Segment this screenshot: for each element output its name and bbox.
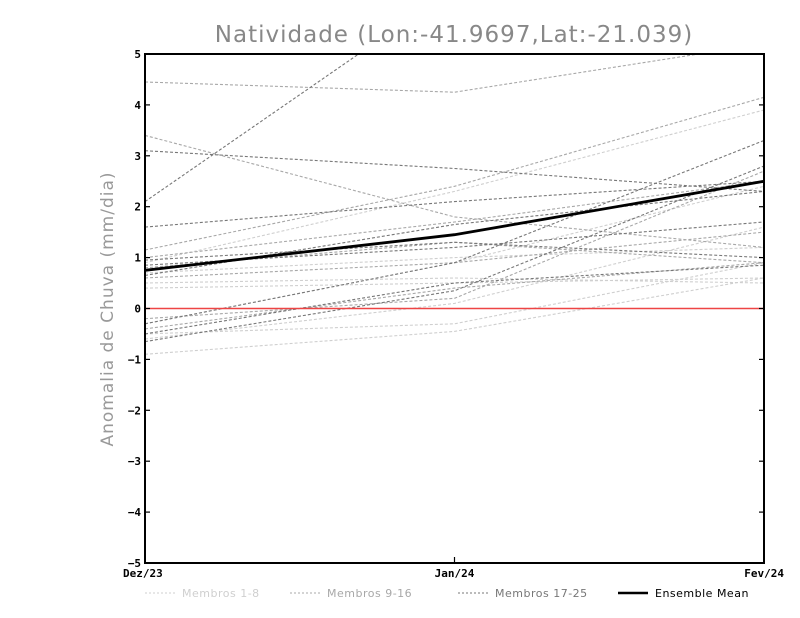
mean-layer <box>145 179 764 272</box>
legend-label-g3: Membros 17-25 <box>495 587 588 600</box>
member-line-20 <box>145 241 764 261</box>
x-tick-label: Jan/24 <box>435 567 475 580</box>
legend-label-g1: Membros 1-8 <box>182 587 260 600</box>
member-line-25 <box>145 190 764 276</box>
y-tick-label: 2 <box>134 201 141 214</box>
member-line-11 <box>145 96 764 251</box>
member-line-21 <box>145 139 764 325</box>
series-layer <box>145 54 764 355</box>
member-line-18 <box>145 150 764 192</box>
y-tick-label: 0 <box>134 303 141 316</box>
y-tick-label: −2 <box>128 404 141 417</box>
member-line-13 <box>145 262 764 330</box>
chart-title: Natividade (Lon:-41.9697,Lat:-21.039) <box>215 22 693 48</box>
member-line-14 <box>145 180 764 259</box>
y-tick-label: −3 <box>128 455 141 468</box>
member-line-19 <box>145 180 764 228</box>
ensemble-mean-line <box>145 179 764 272</box>
y-tick-label: 1 <box>134 252 141 265</box>
member-line-3 <box>145 109 764 264</box>
x-tick-label: Fev/24 <box>744 567 784 580</box>
y-tick-label: 4 <box>134 99 141 112</box>
y-tick-label: 3 <box>134 150 141 163</box>
x-tick-label: Dez/23 <box>123 567 163 580</box>
y-axis-label: Anomalia de Chuva (mm/dia) <box>98 171 118 446</box>
y-tick-label: 5 <box>134 48 141 61</box>
member-line-4 <box>145 277 764 284</box>
legend: Membros 1-8 Membros 9-16 Membros 17-25 Ense… <box>145 587 749 600</box>
member-line-9 <box>145 54 703 93</box>
y-axis-ticks: −5 −4 −3 −2 −1 0 1 2 3 4 5 <box>128 48 764 570</box>
member-line-2 <box>145 277 764 355</box>
member-line-8 <box>145 226 764 340</box>
y-tick-label: −4 <box>128 506 142 519</box>
x-axis-ticks: Dez/23 Jan/24 Fev/24 <box>123 557 784 580</box>
member-line-24 <box>145 165 764 343</box>
member-line-16 <box>145 170 764 320</box>
member-line-15 <box>145 231 764 279</box>
legend-label-g2: Membros 9-16 <box>327 587 412 600</box>
member-line-5 <box>145 246 764 274</box>
member-line-23 <box>145 264 764 335</box>
y-tick-label: −1 <box>128 353 142 366</box>
y-tick-label: −5 <box>128 557 141 570</box>
member-line-22 <box>145 221 764 266</box>
member-line-10 <box>145 134 764 248</box>
member-line-17 <box>145 54 360 203</box>
member-line-7 <box>145 277 764 289</box>
legend-label-mean: Ensemble Mean <box>655 587 749 600</box>
